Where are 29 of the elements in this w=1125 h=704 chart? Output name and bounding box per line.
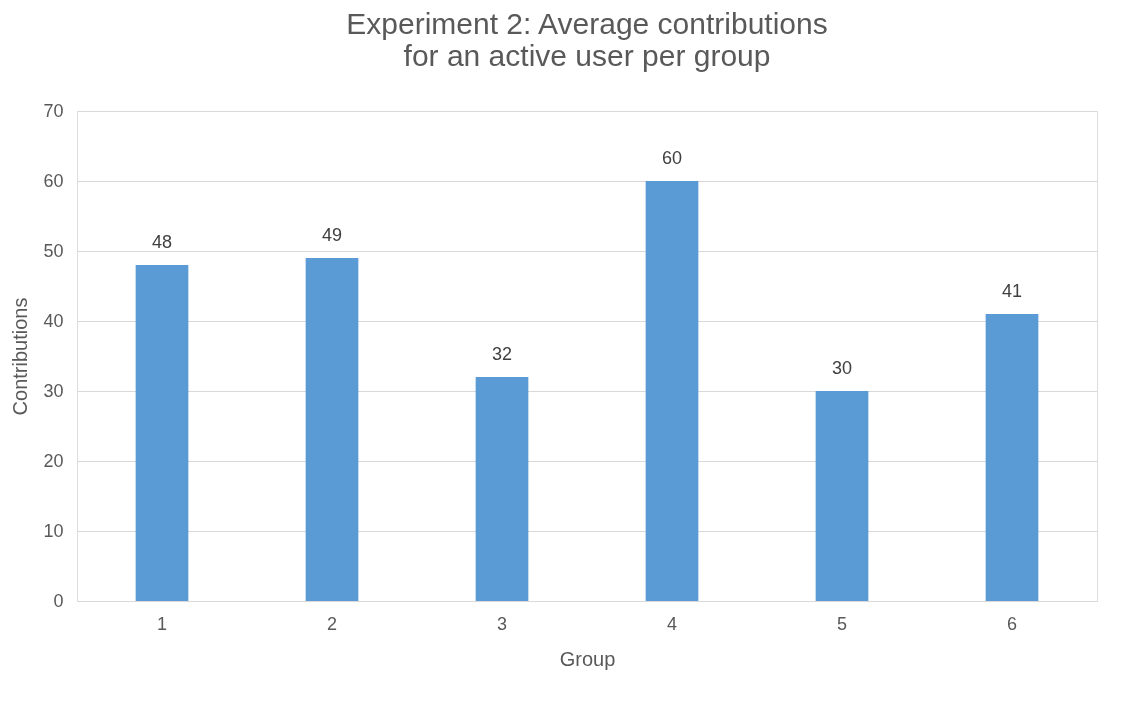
y-tick-label: 30 bbox=[43, 380, 64, 401]
data-label: 60 bbox=[661, 148, 683, 168]
y-tick-label: 70 bbox=[43, 100, 64, 121]
x-tick-label: 3 bbox=[496, 613, 508, 634]
x-tick-label: 1 bbox=[156, 613, 168, 634]
chart-title: Experiment 2: Average contributions for an active user per group bbox=[346, 7, 828, 72]
x-tick-label: 6 bbox=[1006, 613, 1018, 634]
bar bbox=[475, 377, 529, 601]
y-tick-label: 0 bbox=[53, 590, 64, 611]
y-tick-label: 50 bbox=[43, 240, 64, 261]
y-tick-label: 20 bbox=[43, 450, 64, 471]
x-tick-label: 5 bbox=[836, 613, 848, 634]
bar bbox=[985, 314, 1039, 601]
data-label: 41 bbox=[1001, 281, 1023, 301]
y-tick-label: 10 bbox=[43, 520, 64, 541]
data-label: 32 bbox=[491, 344, 513, 364]
data-label: 30 bbox=[831, 358, 853, 378]
data-label: 49 bbox=[321, 225, 343, 245]
x-tick-label: 2 bbox=[326, 613, 338, 634]
bar bbox=[815, 391, 869, 601]
x-axis-title: Group bbox=[559, 647, 616, 670]
bar bbox=[305, 258, 359, 601]
y-tick-label: 40 bbox=[43, 310, 64, 331]
x-tick-label: 4 bbox=[666, 613, 678, 634]
bar bbox=[135, 265, 189, 601]
bar bbox=[645, 181, 699, 601]
y-tick-label: 60 bbox=[43, 170, 64, 191]
y-axis-title: Contributions bbox=[9, 297, 32, 416]
data-label: 48 bbox=[151, 232, 173, 252]
